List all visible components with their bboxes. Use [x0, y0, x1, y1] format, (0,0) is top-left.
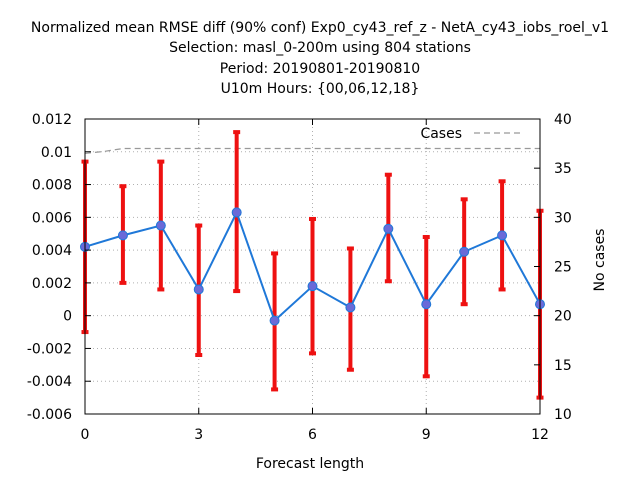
y2-tick-label: 25 — [554, 260, 572, 276]
data-point — [497, 230, 508, 241]
x-axis-label: Forecast length — [255, 456, 365, 472]
x-tick-label: 0 — [81, 427, 90, 443]
y2-tick-label: 15 — [554, 358, 572, 374]
axis-ticks: -0.006 -0.004 -0.002 0 0.002 0.004 0.006 0.008 0… — [27, 112, 572, 443]
mean-diff-markers — [80, 207, 545, 326]
cases-line — [84, 147, 540, 155]
y-tick-label: -0.004 — [27, 374, 72, 390]
y-tick-label: 0.01 — [41, 145, 72, 161]
legend-label-cases: Cases — [420, 126, 462, 142]
x-tick-label: 9 — [422, 427, 431, 443]
data-point — [345, 302, 356, 313]
data-point — [383, 223, 394, 234]
data-point — [307, 281, 318, 292]
x-tick-label: 3 — [194, 427, 203, 443]
y-tick-label: 0.002 — [32, 276, 72, 292]
legend: Cases — [420, 126, 522, 142]
y-tick-label: 0.008 — [32, 178, 72, 194]
x-tick-label: 6 — [308, 427, 317, 443]
data-point — [155, 220, 166, 231]
data-point — [193, 284, 204, 295]
data-point — [421, 299, 432, 310]
y-tick-label: -0.002 — [27, 341, 72, 357]
data-point — [459, 246, 470, 257]
y-tick-label: 0.012 — [32, 112, 72, 128]
chart-title-line-1: Normalized mean RMSE diff (90% conf) Exp… — [30, 20, 610, 36]
chart-title-line-2: Selection: masl_0-200m using 804 station… — [169, 40, 471, 56]
y-tick-label: 0 — [63, 309, 72, 325]
y2-tick-label: 30 — [554, 210, 572, 226]
y2-tick-label: 35 — [554, 161, 572, 177]
y-tick-label: 0.004 — [32, 243, 72, 259]
x-tick-label: 12 — [531, 427, 549, 443]
cases-series — [84, 147, 540, 155]
data-point — [117, 230, 128, 241]
y2-tick-label: 40 — [554, 112, 572, 128]
data-point — [231, 207, 242, 218]
y2-tick-label: 20 — [554, 309, 572, 325]
data-point — [269, 315, 280, 326]
chart-title-line-4: U10m Hours: {00,06,12,18} — [220, 81, 420, 97]
chart-title-line-3: Period: 20190801-20190810 — [219, 61, 421, 77]
y-tick-label: 0.006 — [32, 210, 72, 226]
y2-axis-label: No cases — [592, 228, 608, 292]
y-tick-label: -0.006 — [27, 407, 72, 423]
y2-tick-label: 10 — [554, 407, 572, 423]
